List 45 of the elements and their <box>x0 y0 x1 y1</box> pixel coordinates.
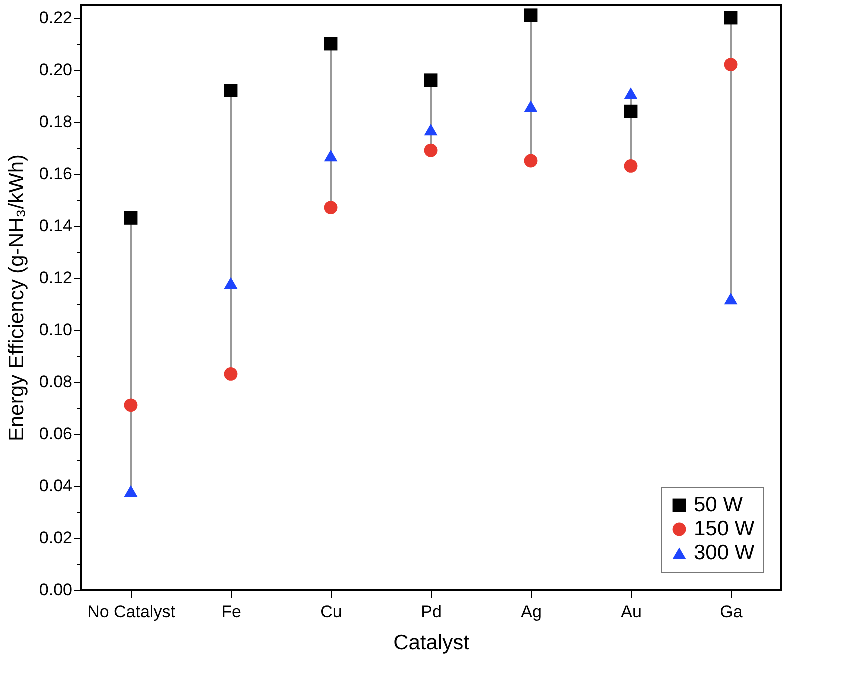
x-axis-title: Catalyst <box>394 632 470 654</box>
y-tick-label: 0.22 <box>39 8 72 28</box>
point <box>424 124 438 136</box>
point <box>524 154 538 168</box>
point <box>124 485 138 498</box>
point <box>624 104 638 118</box>
y-tick-label: 0.04 <box>39 476 72 496</box>
point <box>324 150 338 162</box>
point <box>524 100 538 112</box>
point <box>224 368 238 381</box>
point <box>424 74 438 88</box>
point <box>724 58 738 72</box>
y-tick-label: 0.10 <box>39 320 72 340</box>
y-tick-label: 0.12 <box>39 268 72 288</box>
point <box>424 144 438 158</box>
point <box>724 292 738 305</box>
legend-label: 300 W <box>694 542 755 564</box>
x-tick-label: Au <box>621 602 642 622</box>
point <box>324 201 338 214</box>
point <box>524 8 538 22</box>
y-tick-label: 0.06 <box>39 424 72 444</box>
y-tick-label: 0.14 <box>39 216 72 236</box>
y-tick-label: 0.18 <box>39 112 72 132</box>
y-tick-label: 0.08 <box>39 372 72 392</box>
legend-label: 150 W <box>694 518 755 540</box>
point <box>224 277 238 290</box>
point <box>324 37 338 51</box>
point <box>124 398 138 412</box>
y-tick-label: 0.16 <box>39 164 72 184</box>
y-tick-label: 0.02 <box>39 528 72 548</box>
legend-label: 50 W <box>694 494 744 516</box>
x-tick-label: Fe <box>222 602 242 622</box>
x-tick-label: Ga <box>720 602 744 622</box>
point <box>624 160 638 173</box>
x-tick-label: Ag <box>521 602 542 622</box>
point <box>124 211 138 225</box>
x-tick-label: Cu <box>320 602 342 622</box>
point <box>724 11 738 25</box>
y-axis-title: Energy Efficiency (g-NH₃/kWh) <box>5 154 28 442</box>
point <box>624 88 638 100</box>
y-tick-label: 0.00 <box>39 580 72 600</box>
x-tick-label: No Catalyst <box>88 602 176 622</box>
y-tick-label: 0.20 <box>39 60 72 80</box>
x-tick-label: Pd <box>421 602 442 622</box>
point <box>224 84 238 98</box>
